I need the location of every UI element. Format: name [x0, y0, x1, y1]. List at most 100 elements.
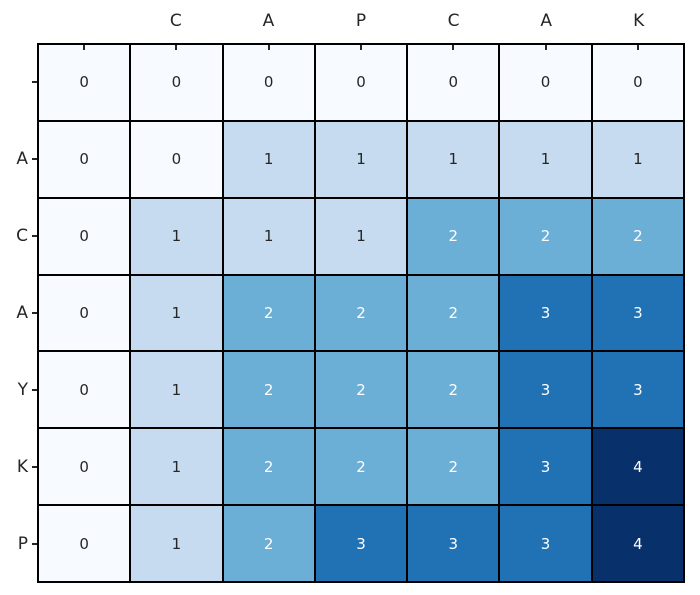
heatmap-cell-value: 2 — [356, 380, 366, 399]
y-axis-tick-mark — [32, 234, 37, 237]
heatmap-cell: 1 — [131, 352, 222, 428]
heatmap-cell-value: 3 — [448, 534, 459, 553]
heatmap-cell: 1 — [131, 429, 222, 505]
heatmap-cell-value: 0 — [79, 73, 89, 92]
y-tick-label: C — [0, 197, 37, 274]
heatmap-cell-value: 0 — [540, 73, 551, 92]
heatmap-cell: 3 — [315, 506, 407, 581]
y-axis-tick-mark — [32, 389, 37, 392]
heatmap-cell-value: 2 — [263, 303, 274, 322]
x-tick-label: C — [169, 10, 182, 31]
heatmap-cell: 3 — [500, 275, 591, 351]
heatmap-cell: 1 — [131, 275, 222, 351]
heatmap-cell-value: 4 — [633, 534, 643, 553]
y-tick-label: K — [0, 429, 37, 506]
y-tick-label: P — [0, 506, 37, 583]
heatmap-grid: 0 0 0 0 0 0 0 0 0 1 1 1 1 1 0 1 1 1 2 2 2 0 1 2 2 2 3 3 0 1 2 2 2 3 3 0 1 2 2 2… — [37, 43, 685, 583]
heatmap-cell: 2 — [315, 352, 407, 428]
heatmap-cell-value: 3 — [356, 534, 366, 553]
heatmap-cell-value: 1 — [263, 150, 274, 169]
heatmap-cell: 2 — [408, 429, 499, 505]
y-tick-label-text: C — [16, 225, 28, 246]
heatmap-cell: 3 — [408, 506, 499, 581]
heatmap-cell-value: 2 — [356, 303, 366, 322]
heatmap-cell-value: 1 — [633, 150, 643, 169]
heatmap-cell-value: 0 — [79, 380, 89, 399]
heatmap-cell: 0 — [39, 429, 130, 505]
heatmap-cell-value: 4 — [633, 457, 643, 476]
heatmap-cell-value: 0 — [79, 303, 89, 322]
heatmap-cell: 0 — [39, 198, 130, 274]
y-axis-tick-labels: A C A Y K P — [0, 43, 37, 583]
y-axis-tick-mark — [32, 311, 37, 314]
heatmap-cell: 0 — [315, 45, 407, 120]
heatmap-cell: 3 — [592, 275, 683, 351]
heatmap-cell: 2 — [223, 275, 314, 351]
heatmap-cell: 1 — [315, 198, 407, 274]
y-axis-tick-mark — [32, 466, 37, 469]
y-tick-label-text: A — [16, 148, 28, 169]
heatmap-cell: 2 — [408, 198, 499, 274]
heatmap-cell: 0 — [39, 275, 130, 351]
heatmap-cell-value: 0 — [171, 73, 182, 92]
heatmap-cell: 0 — [131, 121, 222, 197]
heatmap-cell-value: 2 — [448, 457, 459, 476]
heatmap-cell-value: 2 — [356, 457, 366, 476]
heatmap-cell: 2 — [408, 275, 499, 351]
heatmap-cell: 2 — [408, 352, 499, 428]
heatmap-cell: 3 — [500, 506, 591, 581]
y-axis-tick-mark — [32, 157, 37, 160]
heatmap-cell: 0 — [39, 506, 130, 581]
heatmap-cell: 0 — [408, 45, 499, 120]
heatmap-cell: 1 — [131, 506, 222, 581]
heatmap-cell: 2 — [315, 429, 407, 505]
heatmap-cell: 4 — [592, 429, 683, 505]
heatmap-cell: 1 — [223, 121, 314, 197]
heatmap-cell: 3 — [500, 429, 591, 505]
heatmap-cell-value: 1 — [540, 150, 551, 169]
x-tick-label — [37, 0, 130, 41]
heatmap-cell-value: 1 — [448, 150, 459, 169]
heatmap-cell-value: 1 — [171, 303, 182, 322]
heatmap-cell-value: 3 — [540, 380, 551, 399]
heatmap-cell-value: 1 — [263, 227, 274, 246]
heatmap-cell-value: 1 — [356, 150, 366, 169]
x-tick-label: P — [355, 10, 367, 31]
heatmap-cell-value: 3 — [540, 534, 551, 553]
heatmap-cell-value: 2 — [448, 227, 459, 246]
heatmap-cell: 2 — [223, 506, 314, 581]
heatmap-cell: 1 — [223, 198, 314, 274]
heatmap-cell: 0 — [223, 45, 314, 120]
heatmap-cell-value: 0 — [171, 150, 182, 169]
heatmap-cell: 0 — [131, 45, 222, 120]
heatmap-cell-value: 0 — [79, 150, 89, 169]
y-tick-label — [0, 43, 37, 120]
heatmap-cell: 0 — [592, 45, 683, 120]
y-tick-label: A — [0, 120, 37, 197]
heatmap-cell-value: 3 — [633, 380, 643, 399]
heatmap-cell-value: 3 — [633, 303, 643, 322]
heatmap-cell-value: 0 — [263, 73, 274, 92]
heatmap-cell: 0 — [39, 45, 130, 120]
heatmap-cell: 1 — [408, 121, 499, 197]
heatmap-cell: 2 — [223, 429, 314, 505]
heatmap-cell-value: 0 — [79, 457, 89, 476]
heatmap-cell-value: 0 — [448, 73, 459, 92]
y-tick-label: Y — [0, 352, 37, 429]
heatmap-cell-value: 0 — [79, 534, 89, 553]
y-axis-tick-mark — [32, 80, 37, 83]
heatmap-cell: 3 — [500, 352, 591, 428]
heatmap-cell-value: 0 — [633, 73, 643, 92]
y-axis-tick-mark — [32, 543, 37, 546]
heatmap-cell: 3 — [592, 352, 683, 428]
heatmap-cell: 1 — [315, 121, 407, 197]
heatmap-cell-value: 2 — [633, 227, 643, 246]
heatmap-cell-value: 1 — [171, 227, 182, 246]
heatmap-cell-value: 1 — [171, 457, 182, 476]
heatmap-cell: 1 — [131, 198, 222, 274]
y-tick-label: A — [0, 274, 37, 351]
heatmap-cell-value: 2 — [448, 303, 459, 322]
y-tick-label-text: P — [17, 534, 28, 555]
heatmap-cell-value: 3 — [540, 303, 551, 322]
